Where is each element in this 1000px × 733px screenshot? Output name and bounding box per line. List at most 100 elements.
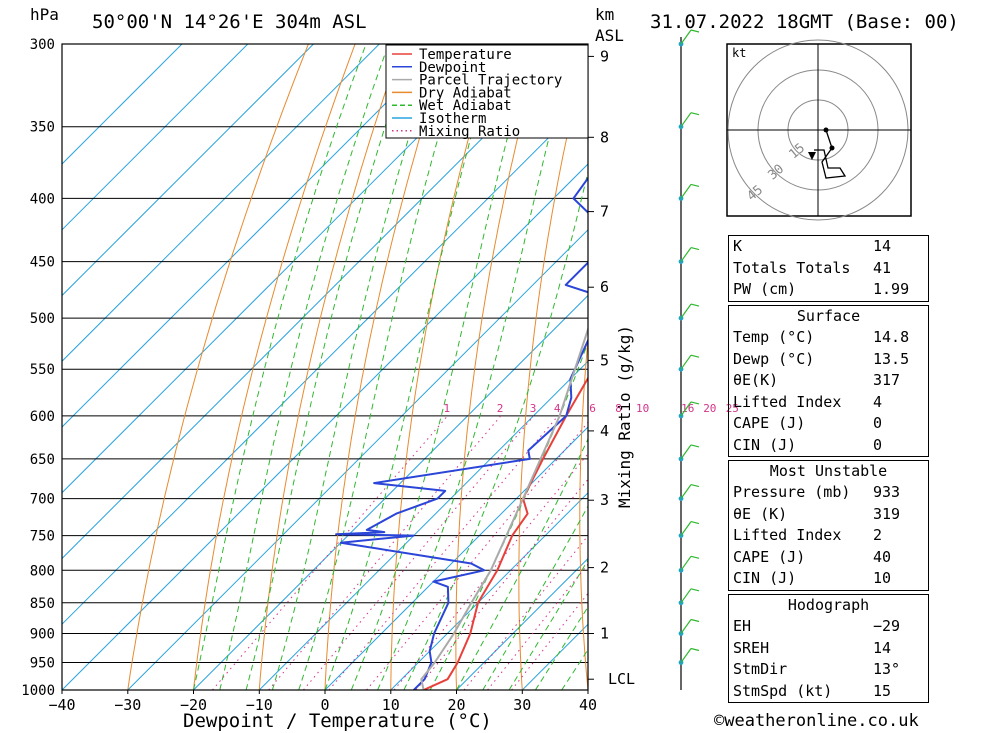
- hodograph-unit: kt: [732, 46, 746, 60]
- series-parcel-trajectory: [420, 326, 588, 690]
- wet-adiabat-line: [245, 44, 413, 690]
- wet-adiabat-line: [271, 44, 439, 690]
- mixing-ratio-label: 4: [554, 402, 561, 415]
- wind-barb-flag: [690, 484, 700, 488]
- legend-box: [385, 44, 589, 139]
- x-tick-label: 0: [320, 696, 329, 714]
- wind-barb-flag: [690, 521, 700, 525]
- mixing-ratio-label: 1: [444, 402, 451, 415]
- dry-adiabat-line: [258, 44, 403, 690]
- wind-barb: [680, 648, 692, 663]
- wind-barb: [680, 521, 692, 536]
- wet-adiabat-line: [219, 44, 390, 690]
- wet-adiabat-line: [350, 44, 534, 690]
- isotherm-line: [62, 163, 588, 690]
- dry-adiabat-line: [127, 44, 309, 690]
- isotherm-line: [390, 492, 588, 690]
- mixing-ratio-line: [212, 415, 448, 690]
- x-tick-label: −20: [180, 696, 207, 714]
- wind-barb: [680, 354, 692, 370]
- mixing-ratio-line: [415, 478, 588, 690]
- isotherm-line: [62, 44, 446, 428]
- dry-adiabat-line: [639, 44, 682, 690]
- sounding-series: [335, 176, 588, 690]
- storm-motion-marker: [808, 152, 816, 160]
- hodograph-table: Hodograph EH −29 SREH 14 StmDir 13° StmSpd …: [728, 594, 929, 703]
- height-tick-label: 5: [600, 351, 609, 369]
- wind-barb: [680, 444, 692, 460]
- pressure-tick-label: 1000: [21, 683, 55, 699]
- mixing-ratio-line: [393, 452, 588, 690]
- isotherm-line: [456, 557, 588, 690]
- pressure-tick-label: 400: [30, 191, 55, 207]
- isotherm-line: [258, 360, 588, 690]
- table-row: θE(K) 317: [733, 371, 901, 389]
- dry-adiabat-line: [959, 44, 1000, 690]
- table-row: CIN (J) 10: [733, 569, 892, 587]
- height-unit-km: km: [595, 5, 614, 24]
- height-tick-label: 3: [600, 491, 609, 509]
- dry-adiabat-line: [390, 44, 496, 690]
- x-tick-label: −30: [114, 696, 141, 714]
- wind-barb: [680, 29, 692, 45]
- wind-barb-flag: [690, 647, 700, 652]
- wind-barb-flag: [690, 112, 700, 116]
- wet-adiabat-line: [456, 437, 588, 690]
- dry-adiabat-line: [579, 333, 588, 690]
- isotherm-line: [62, 44, 183, 165]
- most-unstable-table: Most Unstable Pressure (mb) 933 θE (K) 319…: [728, 460, 929, 591]
- wind-barb: [680, 401, 692, 417]
- isotherm-line: [62, 44, 512, 494]
- x-tick-label: 20: [447, 696, 465, 714]
- pressure-tick-label: 750: [30, 529, 55, 545]
- wet-adiabat-line: [324, 44, 499, 690]
- legend-label: Temperature: [419, 47, 512, 63]
- mixing-ratio-line: [268, 415, 502, 690]
- pressure-tick-label: 500: [30, 311, 55, 327]
- height-tick-label: 9: [600, 47, 609, 65]
- height-tick-label: 8: [600, 128, 609, 146]
- legend-label: Isotherm: [419, 111, 486, 127]
- wet-adiabat-line: [403, 169, 588, 690]
- wind-barb-flag: [690, 183, 700, 187]
- wind-barb-flag: [690, 444, 700, 448]
- table-row: Lifted Index 4: [733, 392, 883, 411]
- wind-barb-flag: [690, 401, 700, 405]
- pressure-tick-label: 600: [30, 409, 55, 425]
- wind-barb: [680, 247, 692, 262]
- wind-barb: [680, 184, 692, 199]
- wind-barb: [680, 555, 692, 571]
- isotherm-line: [62, 44, 577, 560]
- series-dewpoint: [335, 176, 588, 690]
- isotherm-line: [62, 44, 380, 362]
- dry-adiabat-line: [193, 44, 356, 690]
- axes: 1 2 3 4 6 8 10 16 20 2530035040045050055060065070…: [21, 37, 739, 714]
- surface-table: Surface Temp (°C) 14.8 Dewp (°C) 13.5 θE(K…: [728, 305, 929, 457]
- pressure-tick-label: 700: [30, 492, 55, 508]
- pressure-tick-label: 800: [30, 563, 55, 579]
- wind-barb: [680, 303, 692, 319]
- background-lines: [62, 44, 1000, 690]
- x-tick-label: −10: [246, 696, 273, 714]
- x-tick-label: −40: [48, 696, 75, 714]
- wet-adiabat-line: [298, 44, 467, 690]
- isotherm-line: [324, 426, 588, 690]
- pressure-tick-label: 900: [30, 627, 55, 643]
- pressure-tick-label: 850: [30, 596, 55, 612]
- height-tick-label: 7: [600, 203, 609, 221]
- hodograph-table-title: Hodograph: [787, 596, 870, 614]
- table-row: CAPE (J) 40: [733, 547, 892, 566]
- pressure-tick-label: 350: [30, 120, 55, 136]
- table-row: Lifted Index 2: [733, 526, 883, 544]
- wind-barb-flag: [690, 303, 700, 307]
- wind-barb-flag: [690, 29, 700, 33]
- table-row: CAPE (J) 0: [733, 414, 883, 432]
- wind-barb: [680, 619, 692, 634]
- dry-adiabat-line: [518, 44, 588, 690]
- height-tick-label: 1: [600, 625, 609, 643]
- table-row: EH −29: [733, 617, 901, 635]
- series-temperature: [423, 376, 588, 690]
- copyright[interactable]: ©weatheronline.co.uk: [714, 711, 919, 731]
- pressure-tick-label: 950: [30, 656, 55, 672]
